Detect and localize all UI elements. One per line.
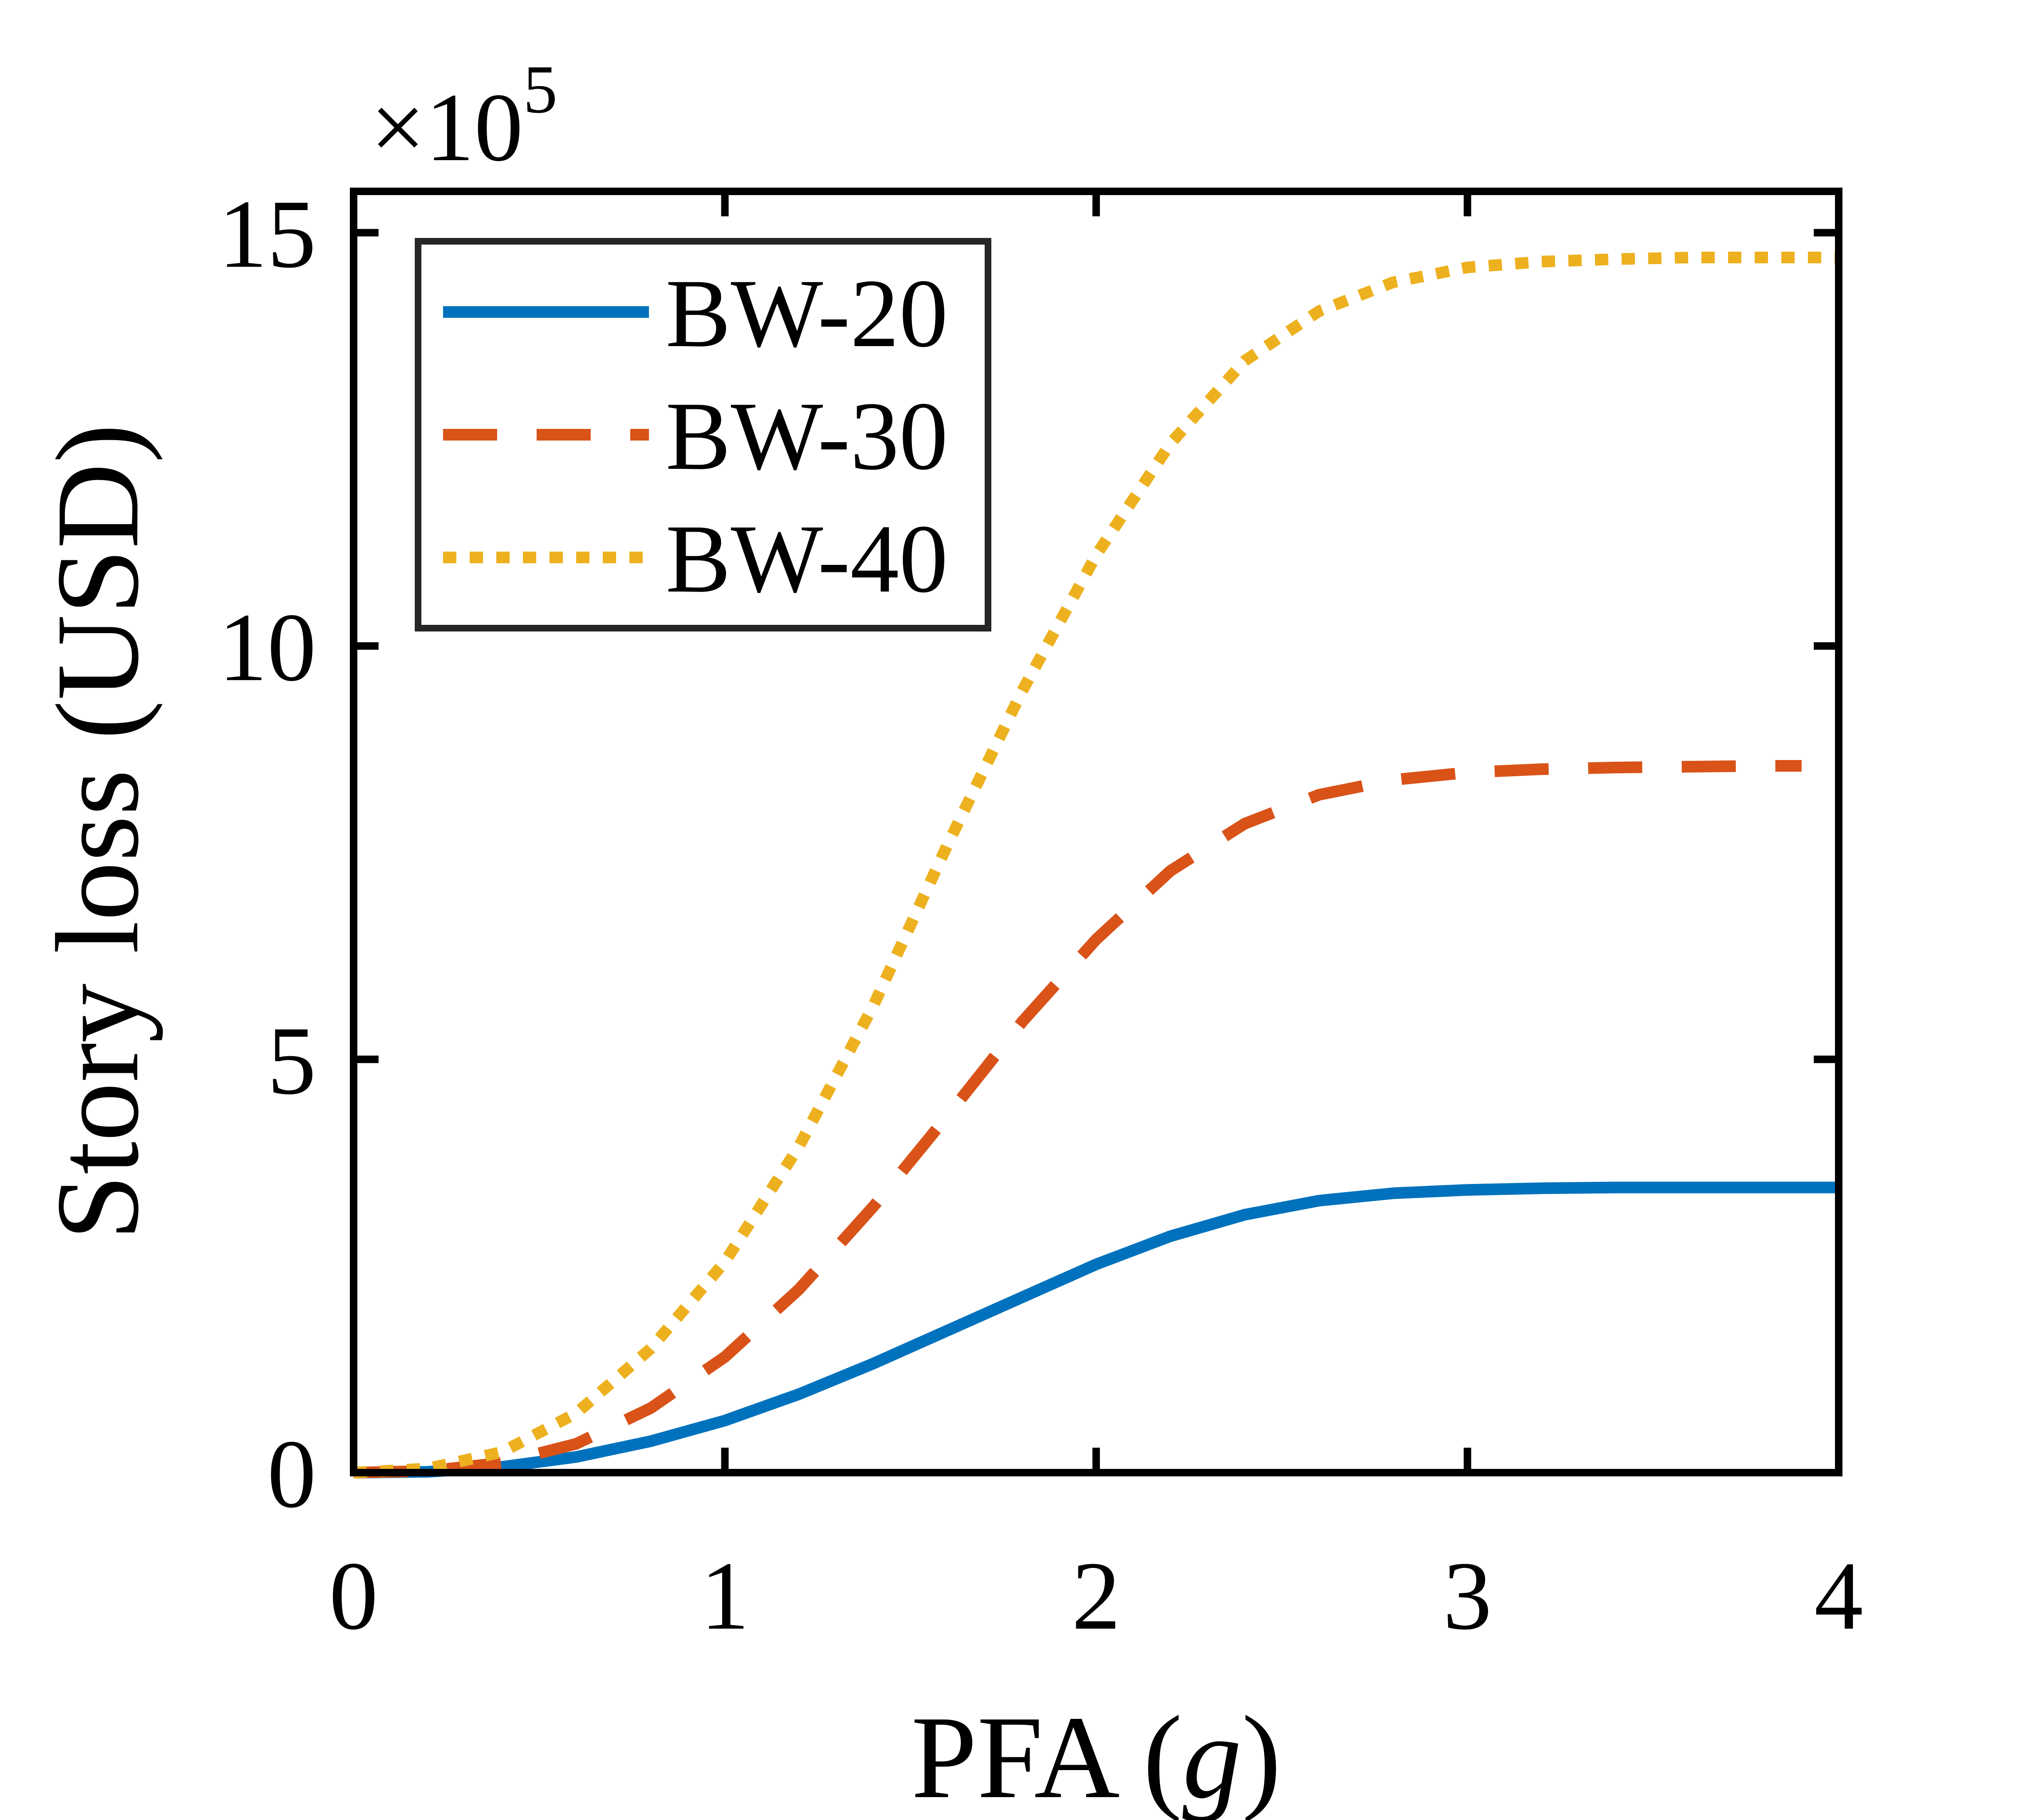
x-tick-label: 0	[329, 1542, 378, 1650]
series-line-bw-20	[353, 1181, 1839, 1478]
x-tick-label: 2	[1072, 1542, 1121, 1650]
x-tick-label: 3	[1443, 1542, 1492, 1650]
legend: BW-20 BW-30 BW-40	[415, 238, 991, 631]
x-tick-label: 1	[701, 1542, 750, 1650]
x-axis-label: PFA (g)	[911, 1691, 1281, 1820]
x-tick-label: 4	[1814, 1542, 1863, 1650]
y-tick-label: 15	[218, 180, 316, 288]
x-axis-label-suffix: )	[1242, 1691, 1281, 1820]
legend-box	[415, 238, 991, 631]
series-line-bw-40	[353, 252, 1839, 1478]
series-layer	[353, 252, 1839, 1478]
y-tick-label: 0	[267, 1420, 317, 1528]
y-tick-label: 10	[218, 593, 316, 701]
legend-label-bw-40: BW-40	[666, 505, 948, 613]
y-multiplier-exponent: 5	[523, 51, 558, 127]
x-axis-label-unit: g	[1182, 1691, 1242, 1820]
legend-label-bw-20: BW-20	[666, 259, 948, 367]
y-axis-label: Story loss (USD)	[32, 423, 163, 1241]
legend-label-bw-30: BW-30	[666, 382, 948, 490]
y-tick-label: 5	[267, 1006, 317, 1114]
y-multiplier-base: ×10	[370, 73, 523, 181]
series-line-bw-30	[353, 760, 1802, 1478]
x-axis-label-prefix: PFA (	[911, 1691, 1182, 1820]
y-axis-multiplier: ×105	[370, 51, 557, 181]
ticks-layer: 0 1 2 3 4 0 5 10 15	[218, 180, 1863, 1650]
